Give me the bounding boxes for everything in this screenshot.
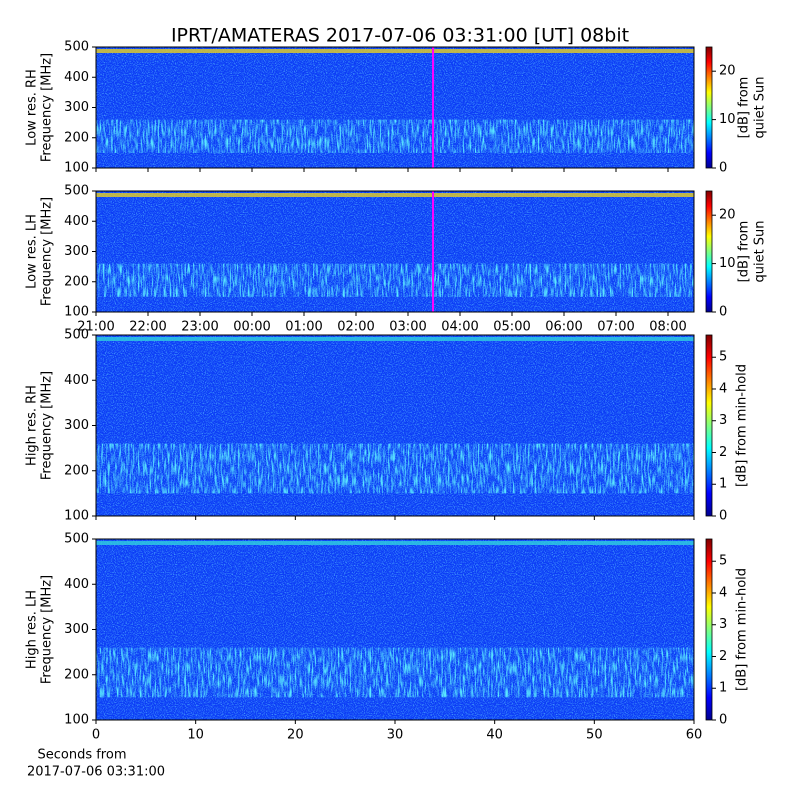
colorbar-label: quiet Sun bbox=[753, 76, 768, 138]
y-tick-label: 300 bbox=[64, 622, 89, 637]
x-tick-label: 40 bbox=[486, 728, 503, 743]
x-tick-label: 10 bbox=[187, 728, 204, 743]
y-tick-label: 500 bbox=[64, 40, 89, 55]
colorbar-label: quiet Sun bbox=[753, 220, 768, 282]
spectrogram-band bbox=[96, 119, 694, 153]
panel: 100 200 300 400 500 High res. RH Frequency [MH… bbox=[25, 328, 750, 524]
colorbar-label: [dB] from min-hold bbox=[735, 568, 750, 691]
x-tick-label: 04:00 bbox=[441, 320, 478, 335]
y-tick-label: 300 bbox=[64, 100, 89, 115]
x-tick-label: 01:00 bbox=[285, 320, 322, 335]
y-axis-label: Low res. LH bbox=[25, 214, 40, 289]
colorbar-tick-label: 2 bbox=[719, 445, 727, 460]
y-tick-label: 100 bbox=[64, 509, 89, 524]
colorbar-tick-label: 4 bbox=[719, 381, 727, 396]
x-tick-label: 06:00 bbox=[545, 320, 582, 335]
y-tick-label: 400 bbox=[64, 70, 89, 85]
y-tick-label: 200 bbox=[64, 463, 89, 478]
y-tick-label: 300 bbox=[64, 244, 89, 259]
x-tick-label: 08:00 bbox=[649, 320, 686, 335]
y-tick-label: 100 bbox=[64, 161, 89, 176]
spectrogram-top-band bbox=[96, 49, 694, 53]
y-axis-label: High res. RH bbox=[25, 385, 40, 466]
x-tick-label: 22:00 bbox=[129, 320, 166, 335]
spectrogram-top-band bbox=[96, 541, 694, 545]
chart-title: IPRT/AMATERAS 2017-07-06 03:31:00 [UT] 0… bbox=[171, 25, 629, 47]
x-tick-label: 60 bbox=[686, 728, 703, 743]
colorbar bbox=[705, 334, 713, 517]
y-axis-label: Frequency [MHz] bbox=[40, 197, 55, 306]
colorbar-tick-label: 0 bbox=[719, 713, 727, 728]
y-axis-label: Low res. RH bbox=[25, 69, 40, 146]
colorbar-tick-label: 1 bbox=[719, 477, 727, 492]
x-tick-label: 05:00 bbox=[493, 320, 530, 335]
colorbar-tick-label: 5 bbox=[719, 350, 727, 365]
colorbar-tick-label: 5 bbox=[719, 554, 727, 569]
x-tick-label: 30 bbox=[387, 728, 404, 743]
colorbar bbox=[705, 538, 713, 721]
colorbar-tick-label: 3 bbox=[719, 617, 727, 632]
x-tick-label: 23:00 bbox=[181, 320, 218, 335]
colorbar-tick-label: 10 bbox=[719, 256, 736, 271]
y-tick-label: 200 bbox=[64, 274, 89, 289]
x-tick-label: 0 bbox=[92, 728, 100, 743]
y-tick-label: 400 bbox=[64, 214, 89, 229]
y-axis-label: Frequency [MHz] bbox=[40, 371, 55, 480]
x-tick-label: 02:00 bbox=[337, 320, 374, 335]
y-axis-label: High res. LH bbox=[25, 590, 40, 669]
colorbar-tick-label: 0 bbox=[719, 161, 727, 176]
y-axis-label: Frequency [MHz] bbox=[40, 575, 55, 684]
y-tick-label: 500 bbox=[64, 532, 89, 547]
x-tick-label: 00:00 bbox=[233, 320, 270, 335]
y-tick-label: 500 bbox=[64, 184, 89, 199]
colorbar-tick-label: 0 bbox=[719, 305, 727, 320]
colorbar-tick-label: 20 bbox=[719, 208, 736, 223]
y-axis-label: Frequency [MHz] bbox=[40, 53, 55, 162]
colorbar-tick-label: 3 bbox=[719, 413, 727, 428]
y-tick-label: 300 bbox=[64, 418, 89, 433]
x-tick-label: 07:00 bbox=[597, 320, 634, 335]
colorbar-tick-label: 20 bbox=[719, 64, 736, 79]
colorbar-tick-label: 10 bbox=[719, 112, 736, 127]
y-tick-label: 100 bbox=[64, 305, 89, 320]
x-tick-label: 20 bbox=[287, 728, 304, 743]
x-axis-label: Seconds from bbox=[37, 748, 126, 763]
colorbar-tick-label: 1 bbox=[719, 681, 727, 696]
x-tick-label: 21:00 bbox=[77, 320, 114, 335]
colorbar-label: [dB] from bbox=[737, 77, 752, 139]
y-tick-label: 500 bbox=[64, 328, 89, 343]
colorbar bbox=[705, 46, 713, 169]
y-tick-label: 100 bbox=[64, 713, 89, 728]
x-tick-label: 50 bbox=[586, 728, 603, 743]
colorbar-label: [dB] from bbox=[737, 221, 752, 283]
y-tick-label: 200 bbox=[64, 130, 89, 145]
colorbar bbox=[705, 190, 713, 313]
colorbar-tick-label: 4 bbox=[719, 585, 727, 600]
y-tick-label: 400 bbox=[64, 373, 89, 388]
spectrogram-band bbox=[96, 647, 694, 698]
colorbar-tick-label: 0 bbox=[719, 509, 727, 524]
colorbar-tick-label: 2 bbox=[719, 649, 727, 664]
y-tick-label: 200 bbox=[64, 667, 89, 682]
colorbar-label: [dB] from min-hold bbox=[735, 364, 750, 487]
spectrogram-band bbox=[96, 443, 694, 494]
spectrogram-top-band bbox=[96, 337, 694, 341]
spectrogram-band bbox=[96, 263, 694, 297]
spectrogram-top-band bbox=[96, 193, 694, 197]
y-tick-label: 400 bbox=[64, 577, 89, 592]
x-axis-label: 2017-07-06 03:31:00 bbox=[27, 765, 165, 780]
x-tick-label: 03:00 bbox=[389, 320, 426, 335]
